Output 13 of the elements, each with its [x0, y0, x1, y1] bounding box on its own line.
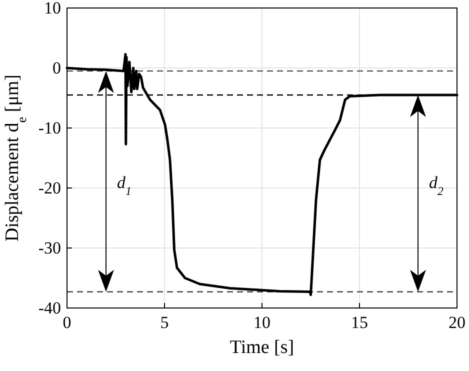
y-tick-label: 10 [44, 0, 61, 18]
y-tick-label: -10 [38, 118, 61, 138]
x-axis-title: Time [s] [230, 337, 294, 358]
y-tick-label: 0 [52, 58, 61, 78]
annotation: d$_{1}$ [117, 173, 132, 198]
annotation: d$_{2}$ [429, 173, 444, 198]
y-tick-label: -30 [38, 238, 61, 258]
y-tick-label: -40 [38, 298, 61, 318]
x-tick-label: 20 [448, 313, 466, 332]
x-tick-label: 15 [351, 313, 368, 332]
x-tick-label: 5 [160, 313, 169, 332]
x-tick-label: 10 [254, 313, 270, 332]
y-tick-label: -20 [38, 178, 61, 198]
